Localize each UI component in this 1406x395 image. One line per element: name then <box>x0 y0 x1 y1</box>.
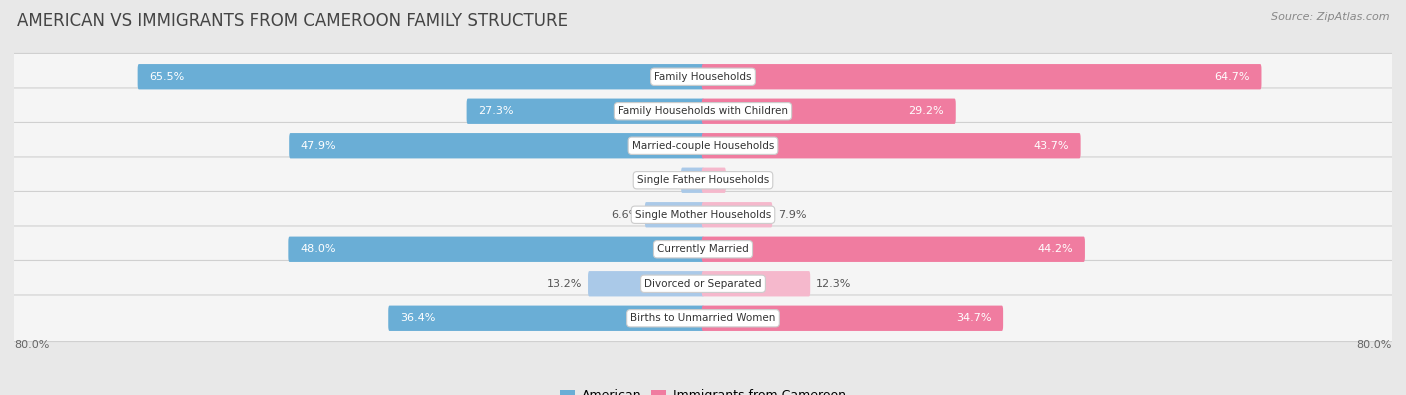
FancyBboxPatch shape <box>7 260 1399 307</box>
FancyBboxPatch shape <box>681 167 704 193</box>
Text: 13.2%: 13.2% <box>547 279 582 289</box>
Text: Single Mother Households: Single Mother Households <box>636 210 770 220</box>
Text: Family Households with Children: Family Households with Children <box>619 106 787 116</box>
FancyBboxPatch shape <box>7 53 1399 100</box>
Text: Divorced or Separated: Divorced or Separated <box>644 279 762 289</box>
FancyBboxPatch shape <box>702 202 772 228</box>
Text: AMERICAN VS IMMIGRANTS FROM CAMEROON FAMILY STRUCTURE: AMERICAN VS IMMIGRANTS FROM CAMEROON FAM… <box>17 12 568 30</box>
FancyBboxPatch shape <box>702 167 725 193</box>
Text: Family Households: Family Households <box>654 72 752 82</box>
FancyBboxPatch shape <box>290 133 704 158</box>
Text: 65.5%: 65.5% <box>149 72 184 82</box>
Text: 80.0%: 80.0% <box>1357 340 1392 350</box>
FancyBboxPatch shape <box>588 271 704 296</box>
FancyBboxPatch shape <box>138 64 704 89</box>
Text: 47.9%: 47.9% <box>301 141 336 151</box>
FancyBboxPatch shape <box>702 133 1081 158</box>
FancyBboxPatch shape <box>645 202 704 228</box>
FancyBboxPatch shape <box>288 237 704 262</box>
Text: Married-couple Households: Married-couple Households <box>631 141 775 151</box>
Text: 27.3%: 27.3% <box>478 106 513 116</box>
Text: 7.9%: 7.9% <box>778 210 807 220</box>
Text: Source: ZipAtlas.com: Source: ZipAtlas.com <box>1271 12 1389 22</box>
Text: 34.7%: 34.7% <box>956 313 991 323</box>
FancyBboxPatch shape <box>702 271 810 296</box>
Text: 48.0%: 48.0% <box>299 244 336 254</box>
FancyBboxPatch shape <box>702 64 1261 89</box>
FancyBboxPatch shape <box>7 88 1399 135</box>
Text: Births to Unmarried Women: Births to Unmarried Women <box>630 313 776 323</box>
FancyBboxPatch shape <box>467 99 704 124</box>
Text: 43.7%: 43.7% <box>1033 141 1069 151</box>
Text: 12.3%: 12.3% <box>815 279 851 289</box>
Text: 6.6%: 6.6% <box>612 210 640 220</box>
FancyBboxPatch shape <box>702 306 1002 331</box>
FancyBboxPatch shape <box>388 306 704 331</box>
Text: 44.2%: 44.2% <box>1038 244 1073 254</box>
FancyBboxPatch shape <box>702 237 1085 262</box>
FancyBboxPatch shape <box>702 99 956 124</box>
Legend: American, Immigrants from Cameroon: American, Immigrants from Cameroon <box>555 384 851 395</box>
FancyBboxPatch shape <box>7 122 1399 169</box>
Text: 80.0%: 80.0% <box>14 340 49 350</box>
Text: Single Father Households: Single Father Households <box>637 175 769 185</box>
Text: 29.2%: 29.2% <box>908 106 945 116</box>
FancyBboxPatch shape <box>7 295 1399 342</box>
Text: 36.4%: 36.4% <box>399 313 436 323</box>
Text: Currently Married: Currently Married <box>657 244 749 254</box>
FancyBboxPatch shape <box>7 192 1399 238</box>
Text: 2.4%: 2.4% <box>647 175 675 185</box>
FancyBboxPatch shape <box>7 157 1399 203</box>
Text: 2.5%: 2.5% <box>731 175 759 185</box>
Text: 64.7%: 64.7% <box>1215 72 1250 82</box>
FancyBboxPatch shape <box>7 226 1399 273</box>
